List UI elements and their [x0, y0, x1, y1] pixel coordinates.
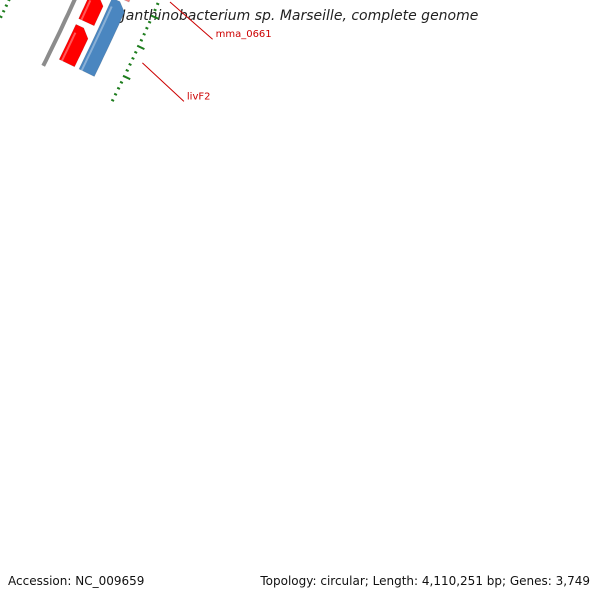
gene-feature-3: [78, 0, 104, 27]
gene-label-leader-2: [169, 1, 213, 40]
tick-group: [0, 0, 160, 102]
gene-label-2: mma_0661: [216, 29, 272, 40]
gene-feature-highlight-1: [61, 32, 77, 62]
gene-feature-highlight-2: [80, 6, 113, 71]
genome-summary-text: Topology: circular; Length: 4,110,251 bp…: [260, 574, 590, 588]
outer-tick-112: [136, 44, 145, 51]
outer-tick-114: [142, 32, 146, 36]
outer-tick-110: [131, 56, 135, 60]
gene-feature-2: [78, 0, 125, 77]
feature-track-group: [58, 0, 131, 77]
outer-tick-103: [110, 98, 115, 102]
map-title: Janthinobacterium sp. Marseille, complet…: [121, 8, 479, 24]
accession-text: Accession: NC_009659: [8, 574, 145, 588]
outer-tick-106: [119, 80, 124, 84]
scale-tick-8: [7, 0, 11, 2]
outer-tick-117: [150, 14, 159, 20]
outer-tick-111: [133, 50, 138, 54]
outer-tick-116: [147, 20, 152, 24]
outer-tick-104: [113, 92, 118, 96]
outer-tick-115: [145, 26, 149, 30]
outer-tick-119: [155, 2, 160, 6]
outer-tick-105: [116, 86, 121, 90]
scale-tick-6: [1, 9, 6, 13]
scale-tick-5: [0, 15, 3, 19]
scale-tick-7: [4, 4, 9, 8]
gene-feature-5: [123, 0, 131, 3]
gene-feature-1: [58, 24, 89, 68]
gene-label-leader-1: [142, 62, 185, 102]
outer-tick-109: [128, 62, 132, 67]
outer-tick-113: [139, 38, 144, 42]
outer-tick-108: [125, 68, 130, 73]
gene-feature-highlight-3: [80, 0, 92, 21]
outer-tick-107: [122, 74, 131, 81]
outer-tick-118: [153, 8, 157, 12]
gene-label-1: livF2: [187, 91, 211, 102]
